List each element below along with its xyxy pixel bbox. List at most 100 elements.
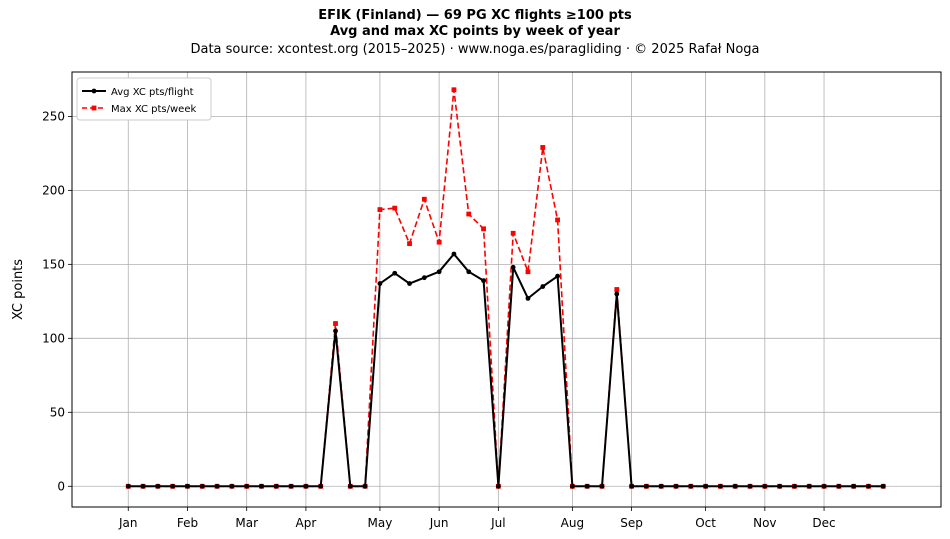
chart-source: Data source: xcontest.org (2015–2025) · …	[190, 42, 760, 57]
data-point-avg	[125, 483, 131, 489]
x-tick-label: Nov	[753, 516, 776, 530]
data-point-avg	[614, 291, 620, 297]
data-point-avg	[777, 483, 783, 489]
x-tick-label: Jul	[490, 516, 505, 530]
legend-swatch-marker	[91, 105, 97, 111]
x-tick-label: Jan	[118, 516, 138, 530]
data-point-avg	[806, 483, 812, 489]
x-tick-label: Mar	[235, 516, 258, 530]
data-point-avg	[318, 483, 324, 489]
grid	[72, 72, 941, 507]
data-point-avg	[762, 483, 768, 489]
chart-subtitle: Avg and max XC points by week of year	[330, 24, 620, 39]
data-point-avg	[658, 483, 664, 489]
data-point-avg	[436, 269, 442, 275]
data-point-avg	[866, 483, 871, 489]
legend-swatch-marker	[91, 88, 97, 94]
y-tick-label: 250	[42, 109, 65, 123]
data-point-avg	[688, 483, 694, 489]
data-point-avg	[703, 483, 709, 489]
data-point-avg	[510, 264, 516, 270]
data-point-avg	[673, 483, 679, 489]
data-point-max	[377, 207, 383, 213]
data-point-avg	[821, 483, 827, 489]
data-point-max	[333, 321, 338, 326]
y-tick-label: 100	[42, 331, 65, 345]
x-tick-label: Sep	[620, 516, 643, 530]
data-point-avg	[569, 483, 575, 489]
data-point-avg	[229, 483, 235, 489]
data-point-avg	[170, 483, 176, 489]
data-point-avg	[155, 483, 161, 489]
data-point-avg	[199, 483, 205, 489]
data-point-avg	[377, 281, 383, 286]
chart-title: EFIK (Finland) — 69 PG XC flights ≥100 p…	[318, 8, 632, 23]
series-layer	[125, 87, 886, 489]
data-point-avg	[836, 483, 842, 489]
x-tick-label: Apr	[296, 516, 317, 530]
legend-box	[76, 77, 212, 121]
data-point-avg	[643, 483, 649, 489]
legend-label: Avg XC pts/flight	[111, 87, 194, 98]
y-axis-label: XC points	[11, 259, 26, 320]
data-point-avg	[407, 281, 412, 286]
data-point-avg	[333, 328, 338, 334]
data-point-avg	[288, 483, 294, 489]
data-point-avg	[851, 483, 857, 489]
data-point-avg	[392, 270, 398, 276]
data-point-avg	[303, 483, 309, 489]
data-point-avg	[347, 483, 353, 489]
data-point-avg	[540, 284, 546, 289]
data-point-max	[540, 145, 546, 150]
data-point-avg	[421, 275, 427, 281]
data-point-max	[614, 287, 620, 292]
data-point-avg	[244, 483, 250, 489]
series-line	[128, 253, 884, 488]
data-point-avg	[584, 483, 590, 489]
data-point-max	[451, 87, 457, 93]
data-point-avg	[629, 483, 634, 489]
data-point-avg	[451, 251, 457, 257]
data-point-avg	[880, 483, 886, 489]
data-point-avg	[273, 483, 279, 489]
y-tick-label: 0	[57, 479, 65, 493]
data-point-max	[392, 205, 398, 211]
x-tick-label: Oct	[695, 516, 716, 530]
x-axis-ticks: Jan Feb Mar Apr May Jun Jul Aug Sep Oct Nov Dec	[118, 507, 836, 530]
x-tick-label: Feb	[177, 516, 198, 530]
x-tick-label: Aug	[561, 516, 584, 530]
legend: Avg XC pts/flight Max XC pts/week	[76, 77, 212, 121]
x-tick-label: Jun	[429, 516, 449, 530]
y-tick-label: 200	[42, 183, 65, 197]
x-tick-label: May	[368, 516, 393, 530]
data-point-avg	[185, 483, 190, 489]
data-point-max	[510, 230, 516, 236]
data-point-avg	[718, 483, 723, 489]
data-point-avg	[481, 278, 486, 284]
data-point-max	[555, 217, 560, 223]
data-point-avg	[599, 483, 605, 489]
x-tick-label: Dec	[812, 516, 835, 530]
data-point-avg	[495, 483, 501, 489]
data-point-avg	[747, 483, 753, 489]
data-point-avg	[140, 483, 146, 489]
data-point-avg	[214, 483, 220, 489]
data-point-max	[421, 196, 427, 202]
legend-label: Max XC pts/week	[111, 104, 196, 115]
series-line	[128, 89, 884, 488]
plot-frame	[71, 71, 942, 508]
data-point-max	[407, 241, 412, 247]
data-point-max	[466, 211, 472, 217]
data-point-max	[481, 226, 486, 232]
y-tick-label: 50	[50, 405, 65, 419]
data-point-avg	[525, 295, 531, 301]
data-point-avg	[259, 483, 264, 489]
data-point-avg	[792, 483, 797, 489]
y-axis-ticks: 0 50 100 150 200 250	[42, 109, 72, 493]
data-point-avg	[555, 273, 560, 279]
data-point-max	[436, 239, 442, 245]
data-point-max	[525, 269, 531, 275]
y-tick-label: 150	[42, 257, 65, 271]
data-point-avg	[362, 483, 368, 489]
